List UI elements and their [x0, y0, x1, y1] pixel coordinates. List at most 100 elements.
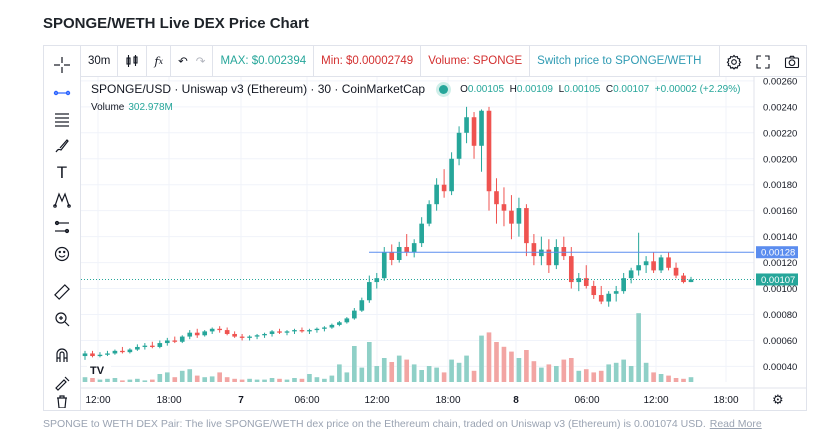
candle-body	[269, 331, 275, 334]
candle-body	[628, 270, 634, 279]
ruler-icon[interactable]	[50, 281, 74, 303]
volume-bar	[352, 346, 357, 382]
lock-drawings-icon[interactable]	[50, 371, 74, 393]
magnet-icon[interactable]	[50, 344, 74, 366]
zoom-in-icon[interactable]	[50, 308, 74, 330]
tradingview-logo: TV	[90, 365, 105, 377]
candle-body	[329, 324, 335, 328]
volume-bar	[329, 375, 335, 382]
volume-bar	[299, 378, 305, 382]
candle-body	[666, 257, 671, 268]
volume-bar	[396, 355, 402, 382]
max-price: MAX: $0.002394	[213, 45, 315, 77]
candle-body	[479, 110, 484, 146]
x-tick-label: 06:00	[574, 395, 599, 406]
settings-icon[interactable]	[719, 46, 748, 77]
trash-icon[interactable]	[50, 394, 74, 408]
volume-toggle[interactable]: Volume: SPONGE	[421, 45, 531, 77]
candle-body	[576, 278, 582, 283]
volume-bar	[135, 378, 140, 382]
candle-body	[217, 328, 222, 331]
page-title: SPONGE/WETH Live DEX Price Chart	[43, 15, 309, 32]
y-tick-label: 0.00040	[763, 362, 797, 373]
candle-body	[494, 191, 499, 205]
volume-bar	[561, 359, 567, 382]
candle-body	[150, 345, 155, 347]
y-tick-label: 0.00100	[763, 284, 797, 295]
candle-body	[381, 252, 387, 279]
volume-bar	[471, 370, 477, 382]
candle-body	[539, 249, 544, 257]
axis-settings-icon[interactable]: ⚙	[772, 393, 784, 408]
candle-body	[524, 208, 529, 244]
candle-body	[179, 336, 185, 342]
brush-icon[interactable]	[50, 135, 74, 157]
pattern-icon[interactable]	[50, 189, 74, 211]
candle-body	[82, 353, 88, 357]
candle-body	[374, 278, 380, 283]
candle-body	[299, 330, 305, 332]
volume-bar	[277, 378, 282, 382]
candle-body	[254, 335, 260, 337]
volume-bar	[97, 379, 103, 382]
volume-bar	[643, 362, 649, 382]
y-tick-label: 0.00120	[763, 258, 797, 269]
switch-price-button[interactable]: Switch price to SPONGE/WETH	[537, 55, 702, 67]
fullscreen-icon[interactable]	[748, 46, 777, 77]
read-more-link[interactable]: Read More	[709, 418, 762, 430]
volume-bar	[501, 346, 507, 382]
candle-body	[411, 243, 417, 253]
candle-body	[262, 333, 267, 336]
volume-bar	[419, 370, 424, 382]
crosshair-icon[interactable]	[50, 54, 74, 76]
volume-bar	[606, 364, 612, 382]
x-tick-label: 12:00	[364, 395, 389, 406]
candle-body	[337, 322, 342, 325]
volume-bar	[164, 372, 170, 382]
volume-bar	[658, 374, 664, 382]
candle-body	[314, 328, 320, 331]
volume-bar	[381, 358, 387, 382]
candle-body	[307, 330, 312, 332]
redo-icon[interactable]: ↷	[192, 45, 214, 77]
candle-body	[621, 278, 626, 292]
interval-select[interactable]: 30m	[81, 45, 119, 77]
volume-bar	[284, 379, 290, 382]
emoji-icon[interactable]	[50, 243, 74, 265]
volume-bar	[688, 377, 694, 382]
candle-body	[90, 353, 95, 357]
candle-body	[105, 353, 110, 355]
candle-body	[112, 350, 118, 354]
volume-bar	[449, 359, 454, 382]
volume-bar	[434, 367, 439, 382]
undo-icon[interactable]: ↶	[178, 56, 188, 68]
candle-body	[636, 265, 641, 271]
candle-body	[456, 132, 462, 159]
x-tick-label: 18:00	[713, 395, 738, 406]
candle-body	[486, 110, 492, 192]
candle-body	[688, 279, 694, 283]
horizontal-line-price-tag	[756, 246, 798, 259]
price-chart[interactable]: 0.00260 0.00240 0.00220 0.00200 0.00180 0.001…	[81, 77, 806, 410]
candle-body	[606, 293, 612, 302]
x-tick-label: 06:00	[294, 395, 319, 406]
candles-icon[interactable]	[118, 45, 148, 77]
volume-bar	[673, 378, 679, 382]
candle-body	[239, 336, 245, 338]
horizontal-lines-icon[interactable]	[50, 108, 74, 130]
candle-body	[366, 282, 372, 301]
volume-bar	[509, 351, 514, 382]
candle-body	[396, 247, 402, 260]
trend-line-icon[interactable]	[50, 82, 74, 104]
volume-bar	[651, 372, 656, 382]
volume-bar	[269, 378, 275, 382]
text-tool-icon[interactable]: T	[56, 163, 68, 182]
prediction-icon[interactable]	[50, 216, 74, 238]
y-tick-label: 0.00080	[763, 310, 797, 321]
camera-icon[interactable]	[777, 46, 806, 77]
volume-bar	[389, 362, 395, 382]
volume-bar	[359, 367, 365, 382]
